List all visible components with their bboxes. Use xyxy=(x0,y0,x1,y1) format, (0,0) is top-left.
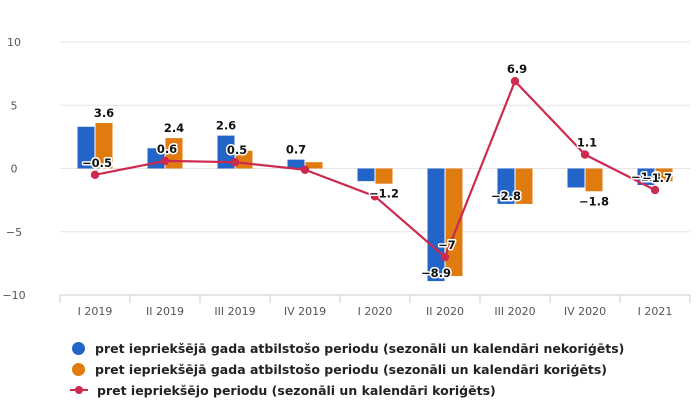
bar-series-1[interactable] xyxy=(357,168,375,182)
line-point[interactable] xyxy=(650,185,660,195)
bar-series-1[interactable] xyxy=(287,159,305,169)
data-label: 1.1 xyxy=(577,136,597,150)
bar-series-1[interactable] xyxy=(497,168,515,204)
x-tick-label: IV 2019 xyxy=(284,305,326,318)
legend-swatch-orange xyxy=(72,363,85,376)
data-label: −1.8 xyxy=(579,194,609,208)
x-tick-label: III 2020 xyxy=(494,305,535,318)
legend-swatch-blue xyxy=(72,342,85,355)
legend-label-series-3: pret iepriekšējo periodu (sezonāli un ka… xyxy=(97,383,496,398)
y-tick-label: 0 xyxy=(11,163,18,176)
bar-series-1[interactable] xyxy=(567,168,585,188)
y-tick-label: 10 xyxy=(7,36,21,49)
data-label: −2.8 xyxy=(491,189,521,203)
data-label: 2.6 xyxy=(216,119,236,133)
legend-item-series-2[interactable]: pret iepriekšējā gada atbilstošo periodu… xyxy=(70,359,624,380)
legend-swatch-line xyxy=(70,384,88,397)
line-point[interactable] xyxy=(510,77,520,86)
legend-item-series-3[interactable]: pret iepriekšējo periodu (sezonāli un ka… xyxy=(70,380,624,401)
x-tick-label: I 2021 xyxy=(638,305,673,318)
data-label: −1.3 xyxy=(631,170,661,184)
bar-series-2[interactable] xyxy=(655,168,673,182)
data-label: 0.7 xyxy=(286,143,306,157)
line-point[interactable] xyxy=(230,157,240,167)
bar-series-1[interactable] xyxy=(217,135,235,169)
data-label: 0.6 xyxy=(157,142,177,156)
x-tick-label: II 2019 xyxy=(146,305,184,318)
bar-series-2[interactable] xyxy=(445,168,463,277)
x-tick-label: IV 2020 xyxy=(564,305,606,318)
line-point[interactable] xyxy=(370,192,380,201)
bar-series-2[interactable] xyxy=(585,168,603,192)
line-point[interactable] xyxy=(160,156,170,166)
line-point[interactable] xyxy=(90,170,100,180)
x-tick-label: I 2019 xyxy=(78,305,113,318)
bar-series-1[interactable] xyxy=(427,168,445,282)
x-tick-label: I 2020 xyxy=(358,305,393,318)
data-label: 3.6 xyxy=(94,106,114,120)
data-label: 6.9 xyxy=(507,62,527,76)
data-label: 0.5 xyxy=(227,143,247,157)
combo-chart: −10 −5 0 5 10 I 2019 II 2019 III 2019 IV 2019 I 2… xyxy=(2,36,691,318)
data-label: −8.9 xyxy=(421,266,451,280)
legend-item-series-1[interactable]: pret iepriekšējā gada atbilstošo periodu… xyxy=(70,338,624,359)
legend-label-series-2: pret iepriekšējā gada atbilstošo periodu… xyxy=(95,362,608,377)
bar-series-2[interactable] xyxy=(95,122,113,169)
line-point[interactable] xyxy=(300,165,310,174)
x-tick-label: II 2020 xyxy=(426,305,464,318)
bar-series-2[interactable] xyxy=(305,162,323,169)
legend: pret iepriekšējā gada atbilstošo periodu… xyxy=(70,338,624,401)
y-tick-label: 5 xyxy=(11,99,18,112)
legend-label-series-1: pret iepriekšējā gada atbilstošo periodu… xyxy=(95,341,625,356)
x-tick-label: III 2019 xyxy=(214,305,255,318)
bar-series-1[interactable] xyxy=(77,126,95,169)
y-tick-label: −5 xyxy=(6,226,22,239)
bar-series-2[interactable] xyxy=(515,168,533,204)
bar-series-1[interactable] xyxy=(637,168,655,185)
line-point[interactable] xyxy=(580,150,590,159)
data-label: 2.4 xyxy=(164,121,184,135)
line-point[interactable] xyxy=(440,252,450,262)
bar-series-2[interactable] xyxy=(375,168,393,184)
data-label: −1.2 xyxy=(369,187,399,201)
data-label: −7 xyxy=(438,238,456,252)
y-tick-label: −10 xyxy=(2,289,25,302)
data-label: −0.5 xyxy=(82,156,112,170)
data-label: −1.7 xyxy=(642,171,672,185)
